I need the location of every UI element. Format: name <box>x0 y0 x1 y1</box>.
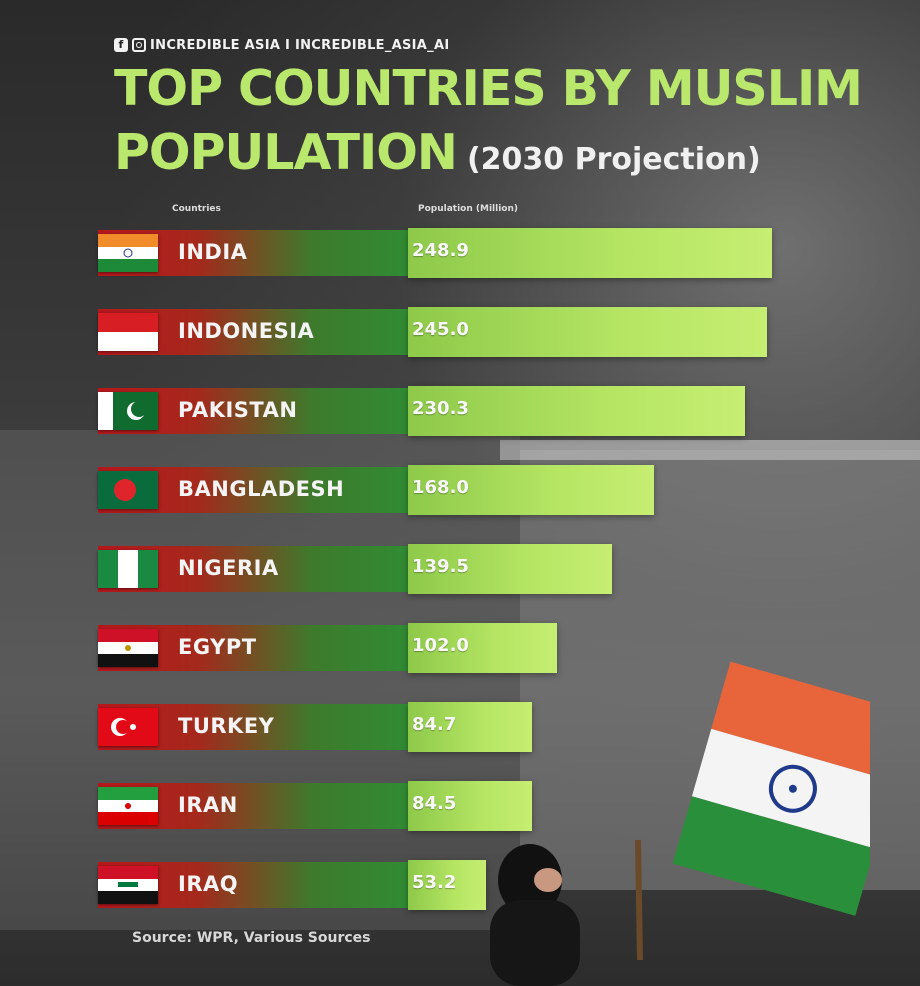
chart-row-nigeria: NIGERIA 139.5 <box>98 544 798 594</box>
value-label: 53.2 <box>412 872 457 893</box>
value-bar <box>408 702 532 752</box>
iran-flag-icon <box>98 787 158 825</box>
social-handle-text: INCREDIBLE ASIA I INCREDIBLE_ASIA_AI <box>150 37 450 53</box>
iraq-flag-icon <box>98 866 158 904</box>
chart-row-indonesia: INDONESIA 245.0 <box>98 307 798 357</box>
value-label: 84.7 <box>412 714 457 735</box>
social-handle: f INCREDIBLE ASIA I INCREDIBLE_ASIA_AI <box>114 36 449 54</box>
chart-row-india: INDIA 248.9 <box>98 228 798 278</box>
country-label: NIGERIA <box>178 556 279 580</box>
chart-row-turkey: TURKEY 84.7 <box>98 702 798 752</box>
value-bar <box>408 781 532 831</box>
value-label: 139.5 <box>412 556 469 577</box>
source-note: Source: WPR, Various Sources <box>132 930 371 946</box>
chart-row-bangladesh: BANGLADESH 168.0 <box>98 465 798 515</box>
country-label: IRAQ <box>178 872 239 896</box>
country-label: IRAN <box>178 793 238 817</box>
country-label: EGYPT <box>178 635 257 659</box>
page-title-line2: POPULATION (2030 Projection) <box>114 124 761 181</box>
country-label: TURKEY <box>178 714 275 738</box>
page-title-line1: TOP COUNTRIES BY MUSLIM <box>114 60 863 117</box>
person-photo <box>490 844 580 986</box>
chart-row-iran: IRAN 84.5 <box>98 781 798 831</box>
value-bar <box>408 386 745 436</box>
page-title-line2-text: POPULATION <box>114 124 458 181</box>
value-bar <box>408 228 772 278</box>
chart-row-pakistan: PAKISTAN 230.3 <box>98 386 798 436</box>
value-label: 230.3 <box>412 398 469 419</box>
value-bar <box>408 465 654 515</box>
value-label: 102.0 <box>412 635 469 656</box>
country-label: INDIA <box>178 240 248 264</box>
value-bar <box>408 860 486 910</box>
column-header-countries: Countries <box>172 204 221 214</box>
instagram-icon <box>132 38 146 52</box>
egypt-flag-icon <box>98 629 158 667</box>
value-label: 168.0 <box>412 477 469 498</box>
background-building-roof <box>500 440 920 460</box>
value-label: 248.9 <box>412 240 469 261</box>
chart-row-egypt: EGYPT 102.0 <box>98 623 798 673</box>
page-subtitle: (2030 Projection) <box>466 142 761 177</box>
nigeria-flag-icon <box>98 550 158 588</box>
column-header-population: Population (Million) <box>418 204 519 214</box>
waving-flag-photo <box>635 661 870 960</box>
country-label: PAKISTAN <box>178 398 298 422</box>
indonesia-flag-icon <box>98 313 158 351</box>
facebook-icon: f <box>114 38 128 52</box>
country-label: INDONESIA <box>178 319 315 343</box>
pakistan-flag-icon <box>98 392 158 430</box>
bangladesh-flag-icon <box>98 471 158 509</box>
value-label: 245.0 <box>412 319 469 340</box>
turkey-flag-icon <box>98 708 158 746</box>
value-bar <box>408 307 767 357</box>
value-bar <box>408 623 557 673</box>
value-bar <box>408 544 612 594</box>
india-flag-icon <box>98 234 158 272</box>
country-label: BANGLADESH <box>178 477 345 501</box>
value-label: 84.5 <box>412 793 457 814</box>
chart-row-iraq: IRAQ 53.2 <box>98 860 798 910</box>
